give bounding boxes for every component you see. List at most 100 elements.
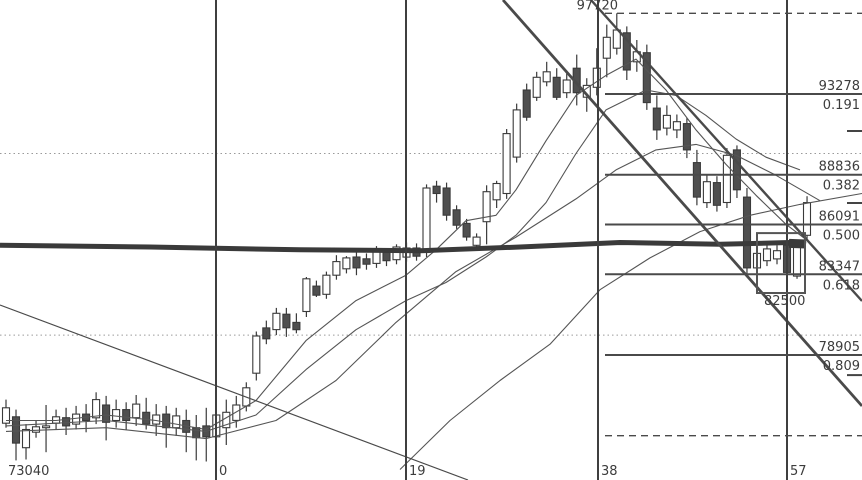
candle-bearish <box>552 68 561 100</box>
candle-bullish <box>132 395 141 426</box>
candle-bullish <box>21 424 31 460</box>
candle-bearish <box>122 402 131 430</box>
candle-body <box>392 246 401 261</box>
candle-body <box>562 79 571 94</box>
thick-baseline[interactable] <box>0 240 807 254</box>
x-axis-label: 19 <box>409 464 426 479</box>
candle-body <box>722 154 731 204</box>
fib-price-label: 83347 <box>819 259 860 274</box>
candle-body <box>42 425 51 429</box>
candle-bullish <box>702 175 711 208</box>
candle-body <box>282 313 291 329</box>
candle-bearish <box>442 182 451 221</box>
candle-bearish <box>692 149 701 206</box>
candle-body <box>112 409 121 422</box>
candle-bearish <box>11 409 21 461</box>
candle-bearish <box>312 280 321 297</box>
candle-bearish <box>712 176 721 212</box>
candle-bearish <box>102 395 111 441</box>
candle-body <box>302 278 311 313</box>
fib-price-label: 88836 <box>819 160 860 175</box>
candle-bullish <box>492 180 501 208</box>
candle-bullish <box>1 399 11 428</box>
candle-body <box>492 182 501 201</box>
candle-bullish <box>302 277 311 317</box>
candle-body <box>152 414 161 425</box>
fibonacci-retracement[interactable]: 97720 93278 0.191 88836 0.382 86091 0.500 83347… <box>577 0 862 437</box>
candle-body <box>332 261 341 276</box>
candle-body <box>31 426 41 433</box>
candle-bearish <box>652 95 661 140</box>
candle-body <box>432 185 441 195</box>
candle-body <box>172 415 181 429</box>
fib-ratio-label: 0.382 <box>823 179 860 194</box>
candle-bullish <box>92 392 101 425</box>
candle-body <box>142 411 151 425</box>
candle-bearish <box>282 307 291 337</box>
candle-bullish <box>272 307 281 336</box>
fib-ratio-label: 0.618 <box>823 278 860 293</box>
candle-body <box>552 76 561 98</box>
fib-ratio-label: 0.809 <box>823 359 860 374</box>
trendline-channel-lower[interactable] <box>590 0 862 302</box>
candle-bullish <box>562 73 571 99</box>
candle-bearish <box>182 409 191 453</box>
trendline-old-descending[interactable] <box>0 304 469 480</box>
candle-body <box>21 428 31 449</box>
candle-bullish <box>52 409 61 430</box>
candle-bullish <box>602 24 611 78</box>
candle-body <box>372 251 381 264</box>
candle-bullish <box>342 256 351 274</box>
candle-body <box>802 202 812 236</box>
rectangle-price-label: 82500 <box>764 294 805 309</box>
candle-body <box>442 187 451 216</box>
fib-price-label: 78905 <box>819 340 860 355</box>
candle-body <box>272 312 281 331</box>
candle-bullish <box>662 105 671 136</box>
candle-body <box>682 123 691 151</box>
candle-body <box>702 181 711 204</box>
candle-body <box>292 321 301 331</box>
candle-bearish <box>352 249 361 276</box>
candle-body <box>532 76 541 98</box>
candle-body <box>472 236 481 246</box>
consolidation-rectangle[interactable] <box>756 232 806 295</box>
candle-body <box>232 404 241 421</box>
candle-bearish <box>642 44 651 110</box>
candle-body <box>62 417 71 427</box>
candle-bullish <box>772 245 782 265</box>
candle-bearish <box>622 26 631 80</box>
candle-body <box>462 222 471 238</box>
trendline-channel-upper[interactable] <box>501 0 862 407</box>
candle-body <box>512 109 521 158</box>
candle-body <box>672 121 681 131</box>
candle-body <box>192 427 201 439</box>
candle-bearish <box>432 180 441 203</box>
candle-body <box>602 36 611 59</box>
candle-bullish <box>222 399 231 445</box>
x-axis-label: 0 <box>219 464 227 479</box>
candle-bullish <box>512 103 521 163</box>
candle-body <box>312 285 321 296</box>
candle-body <box>122 409 131 422</box>
ma-slow-line <box>5 143 821 440</box>
vertical-gridlines: 0 19 38 57 <box>215 0 807 480</box>
candle-bearish <box>362 253 371 270</box>
x-axis-label: 57 <box>790 464 807 479</box>
candle-body <box>92 399 101 419</box>
candle-body <box>252 335 261 374</box>
candle-body <box>382 251 391 262</box>
candle-bearish <box>682 118 691 159</box>
candle-body <box>342 257 351 270</box>
candle-body <box>762 248 772 262</box>
candle-bullish <box>502 129 511 199</box>
candle-body <box>322 274 331 295</box>
candle-bullish <box>422 184 431 257</box>
candle-bullish <box>472 233 481 248</box>
fib-ratio-label: 0.500 <box>823 229 860 244</box>
candle-bearish <box>62 407 71 435</box>
candle-bullish <box>172 407 181 436</box>
candle-body <box>792 246 802 277</box>
